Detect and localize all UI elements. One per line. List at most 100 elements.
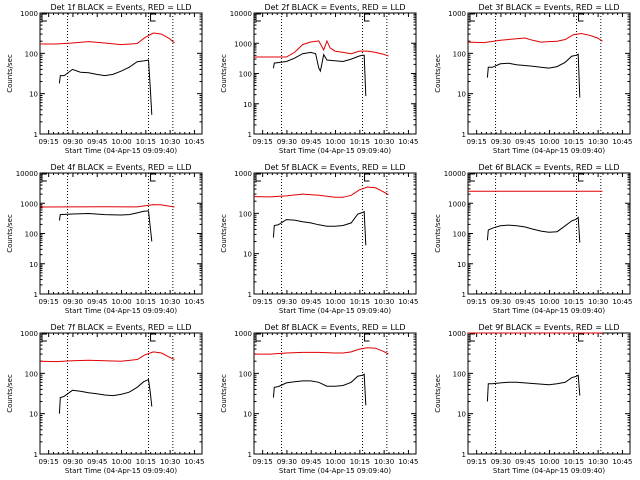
y-tick-label: 10 — [29, 91, 38, 99]
x-tick-label: 10:15 — [564, 138, 584, 146]
x-tick-label: 09:45 — [515, 458, 535, 466]
y-tick-label: 100 — [239, 71, 252, 79]
y-tick-label: 10 — [29, 261, 38, 269]
chart-panel: Det 3f BLACK = Events, RED = LLD 1 10 100 10… — [434, 3, 633, 155]
chart-title: Det 7f BLACK = Events, RED = LLD — [50, 323, 191, 332]
y-tick-label: 1 — [248, 451, 252, 459]
x-tick-label: 10:15 — [350, 458, 370, 466]
e-marker — [469, 13, 475, 22]
chart-title: Det 1f BLACK = Events, RED = LLD — [50, 3, 191, 12]
series-lld-line — [39, 351, 175, 363]
y-tick-label: 10 — [457, 261, 466, 269]
x-tick-label: 10:45 — [398, 458, 418, 466]
y-axis-label: Counts/sec — [434, 54, 442, 93]
x-tick-label: 10:30 — [588, 138, 608, 146]
y-tick-label: 100 — [25, 50, 38, 58]
y-tick-label: 1000 — [448, 10, 466, 18]
x-tick-label: 10:15 — [136, 138, 156, 146]
e-marker — [578, 173, 584, 182]
x-tick-label: 10:00 — [325, 298, 345, 306]
y-tick-label: 100 — [25, 231, 38, 239]
chart-title: Det 2f BLACK = Events, RED = LLD — [264, 3, 405, 12]
x-tick-label: 10:45 — [184, 458, 204, 466]
y-axis-label: Counts/sec — [220, 374, 228, 413]
chart-panel: Det 5f BLACK = Events, RED = LLD 1 10 100 10… — [220, 163, 419, 315]
x-tick-label: 09:15 — [253, 138, 273, 146]
x-axis-label: Start Time (04-Apr-15 09:09:40) — [493, 147, 605, 155]
chart-panel: Det 6f BLACK = Events, RED = LLD 1 10 100 10… — [434, 163, 633, 315]
e-marker — [41, 13, 47, 22]
x-axis-label: Start Time (04-Apr-15 09:09:40) — [279, 467, 391, 475]
series-lld-line — [39, 204, 175, 208]
e-marker — [255, 13, 261, 22]
x-tick-label: 10:00 — [539, 458, 559, 466]
x-tick-label: 10:15 — [350, 138, 370, 146]
x-tick-label: 10:00 — [539, 138, 559, 146]
x-tick-label: 09:15 — [253, 298, 273, 306]
y-tick-label: 1 — [34, 451, 38, 459]
chart-title: Det 9f BLACK = Events, RED = LLD — [478, 323, 619, 332]
x-tick-label: 09:45 — [87, 138, 107, 146]
y-tick-label: 1 — [34, 131, 38, 139]
y-axis-label: Counts/sec — [434, 374, 442, 413]
x-axis-label: Start Time (04-Apr-15 09:09:40) — [279, 147, 391, 155]
y-axis-label: Counts/sec — [434, 214, 442, 253]
x-tick-label: 09:30 — [491, 298, 511, 306]
y-tick-label: 1000 — [234, 170, 252, 178]
series-lld-line — [40, 32, 175, 46]
chart-panel: Det 4f BLACK = Events, RED = LLD 1 10 100 10… — [6, 163, 205, 315]
x-tick-label: 09:30 — [63, 298, 83, 306]
x-tick-label: 09:45 — [515, 138, 535, 146]
x-tick-label: 09:45 — [515, 298, 535, 306]
x-tick-label: 10:15 — [564, 458, 584, 466]
x-tick-label: 09:15 — [39, 298, 59, 306]
y-tick-label: 1 — [462, 451, 466, 459]
x-tick-label: 10:00 — [111, 458, 131, 466]
y-tick-label: 100 — [239, 210, 252, 218]
chart-panel: Det 1f BLACK = Events, RED = LLD 1 10 100 10… — [6, 3, 205, 155]
series-events-line — [58, 210, 153, 242]
chart-title: Det 5f BLACK = Events, RED = LLD — [264, 163, 405, 172]
x-tick-label: 09:30 — [63, 458, 83, 466]
x-tick-label: 09:45 — [87, 298, 107, 306]
x-tick-label: 09:30 — [491, 138, 511, 146]
e-marker — [578, 13, 584, 22]
x-axis-label: Start Time (04-Apr-15 09:09:40) — [65, 307, 177, 315]
plot-frame — [253, 172, 417, 295]
series-events-line — [486, 53, 581, 98]
y-tick-label: 10000 — [16, 170, 38, 178]
series-events-line — [272, 373, 367, 406]
y-tick-label: 10 — [457, 411, 466, 419]
x-tick-label: 09:30 — [277, 138, 297, 146]
x-tick-label: 09:30 — [491, 458, 511, 466]
e-marker — [150, 173, 156, 182]
y-tick-label: 1000 — [20, 330, 38, 338]
y-tick-label: 1000 — [20, 200, 38, 208]
x-tick-label: 09:30 — [63, 138, 83, 146]
y-tick-label: 1 — [34, 291, 38, 299]
y-tick-label: 1000 — [448, 330, 466, 338]
e-marker — [41, 173, 47, 182]
x-tick-label: 10:30 — [588, 458, 608, 466]
x-tick-label: 10:45 — [184, 298, 204, 306]
e-marker — [150, 13, 156, 22]
x-axis-label: Start Time (04-Apr-15 09:09:40) — [493, 307, 605, 315]
y-axis-label: Counts/sec — [220, 54, 228, 93]
plot-frame — [253, 332, 417, 455]
x-tick-label: 09:15 — [39, 458, 59, 466]
e-marker — [469, 333, 475, 342]
chart-title: Det 8f BLACK = Events, RED = LLD — [264, 323, 405, 332]
chart-panel: Det 8f BLACK = Events, RED = LLD 1 10 100 10… — [220, 323, 419, 475]
series-events-line — [58, 59, 153, 115]
x-tick-label: 09:15 — [467, 138, 487, 146]
series-events-line — [486, 374, 581, 402]
plot-frame — [39, 332, 203, 455]
x-tick-label: 09:45 — [87, 458, 107, 466]
x-tick-label: 10:30 — [160, 138, 180, 146]
x-tick-label: 10:00 — [539, 298, 559, 306]
plot-frame — [39, 172, 203, 295]
chart-panel: Det 9f BLACK = Events, RED = LLD 1 10 100 10… — [434, 323, 633, 475]
x-tick-label: 09:45 — [301, 458, 321, 466]
x-tick-label: 09:30 — [277, 458, 297, 466]
x-axis-label: Start Time (04-Apr-15 09:09:40) — [65, 147, 177, 155]
